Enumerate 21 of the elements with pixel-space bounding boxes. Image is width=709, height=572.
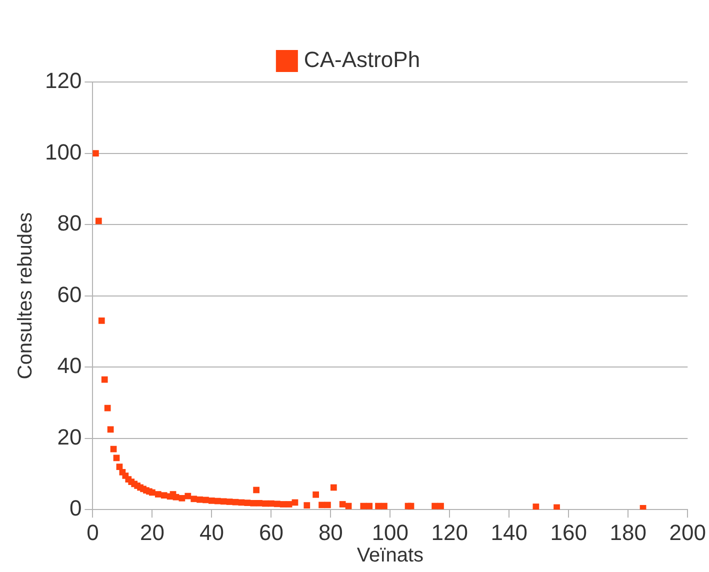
- y-tick-label: 0: [69, 496, 82, 521]
- x-axis-title: Veïnats: [356, 544, 424, 567]
- x-tick-label: 140: [490, 520, 528, 545]
- legend-label: CA-AstroPh: [304, 47, 420, 72]
- y-tick-label: 120: [44, 68, 82, 94]
- x-tick-label: 200: [669, 520, 706, 545]
- x-tick-label: 60: [258, 520, 284, 545]
- y-tick-label: 20: [57, 424, 82, 450]
- y-tick-label: 100: [44, 139, 82, 164]
- y-tick-label: 80: [57, 210, 82, 236]
- x-tick-label: 0: [86, 520, 99, 545]
- x-tick-label: 100: [372, 520, 409, 545]
- y-tick-label: 40: [57, 353, 82, 378]
- x-tick-label: 160: [550, 520, 588, 545]
- x-tick-label: 120: [431, 520, 468, 545]
- x-tick-label: 20: [140, 520, 164, 545]
- x-tick-label: 180: [610, 520, 647, 545]
- y-tick-label: 60: [57, 282, 82, 307]
- y-axis-title: Consultes rebudes: [14, 212, 37, 380]
- x-tick-label: 80: [318, 520, 343, 545]
- x-tick-label: 40: [199, 520, 224, 545]
